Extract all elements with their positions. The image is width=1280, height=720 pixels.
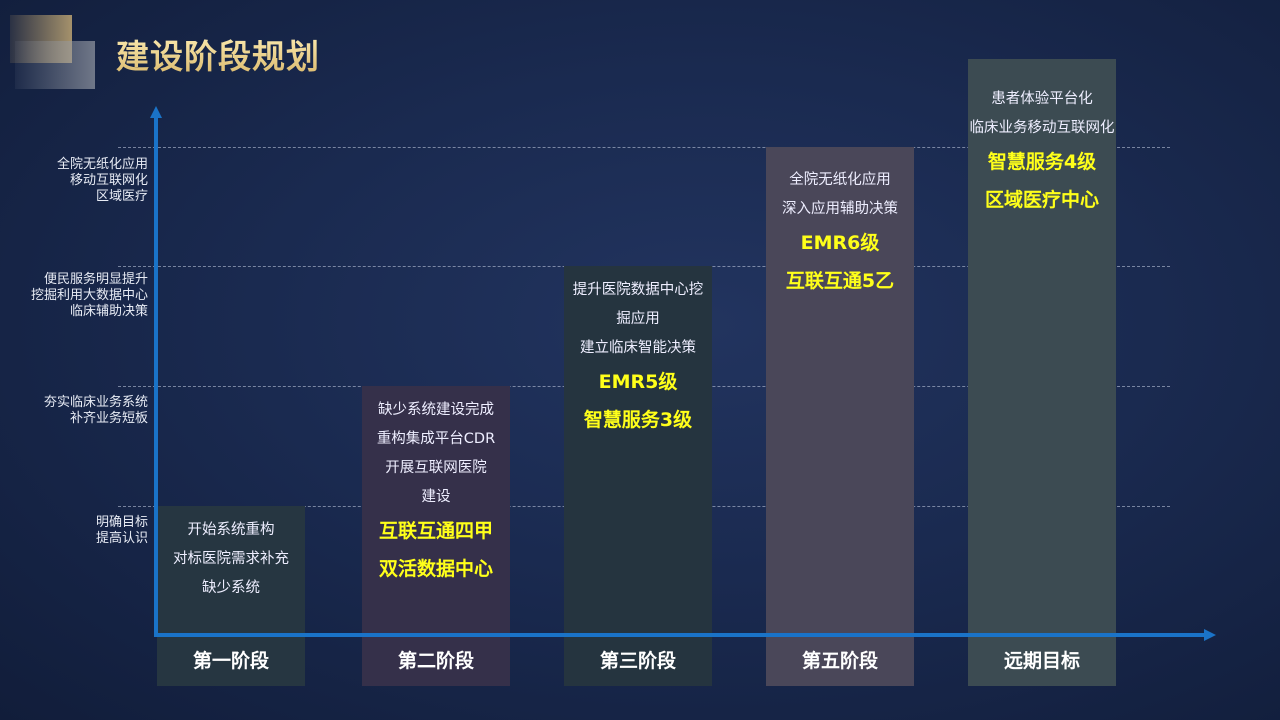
stage-content: 开始系统重构 对标医院需求补充 缺少系统 xyxy=(157,506,305,603)
stage-item: 对标医院需求补充 xyxy=(173,551,289,567)
stage-column: 全院无纸化应用 深入应用辅助决策 EMR6级互联互通5乙 第五阶段 xyxy=(766,147,914,686)
stage-column: 提升医院数据中心挖 掘应用建立临床智能决策 EMR5级智慧服务3级 第三阶段 xyxy=(564,266,712,686)
level-label-line: 明确目标 xyxy=(95,515,148,530)
stage-goal: EMR5级 xyxy=(598,371,678,393)
title-decoration xyxy=(15,41,95,89)
stage-content: 提升医院数据中心挖 掘应用建立临床智能决策 EMR5级智慧服务3级 xyxy=(564,266,712,439)
stage-label: 第五阶段 xyxy=(801,650,878,672)
stage-content: 全院无纸化应用 深入应用辅助决策 EMR6级互联互通5乙 xyxy=(766,147,914,300)
y-axis-arrow-icon xyxy=(150,106,162,118)
stage-goal: EMR6级 xyxy=(800,232,880,254)
stage-item: 掘应用 xyxy=(616,311,660,327)
level-label: 夯实临床业务系统 补齐业务短板 xyxy=(44,395,148,427)
level-label-line: 提高认识 xyxy=(95,531,148,546)
stage-item: 临床业务移动互联网化 xyxy=(969,120,1115,136)
stage-item: 缺少系统建设完成 xyxy=(378,402,494,418)
level-label: 全院无纸化应用 移动互联网化 区域医疗 xyxy=(57,157,148,205)
stage-item: 患者体验平台化 xyxy=(991,91,1093,107)
stage-item: 提升医院数据中心挖 xyxy=(572,282,704,298)
stage-item: 重构集成平台CDR xyxy=(376,431,496,447)
stage-goal: 互联互通5乙 xyxy=(785,270,895,292)
level-label-line: 便民服务明显提升 xyxy=(43,272,148,287)
stage-label: 第三阶段 xyxy=(599,650,676,672)
level-label: 明确目标 提高认识 xyxy=(96,515,148,547)
level-gridline xyxy=(118,147,1170,148)
stage-column: 患者体验平台化临床业务移动互联网化智慧服务4级 区域医疗中心 远期目标 xyxy=(968,59,1116,686)
stage-content: 缺少系统建设完成 重构集成平台CDR 开展互联网医院 建设互联互通四甲 双活数据中心 xyxy=(362,386,510,588)
stage-column: 缺少系统建设完成 重构集成平台CDR 开展互联网医院 建设互联互通四甲 双活数据中心 第二… xyxy=(362,386,510,686)
stage-goal: 互联互通四甲 xyxy=(378,520,493,542)
stage-item: 缺少系统 xyxy=(202,580,260,596)
stage-item: 开展互联网医院 xyxy=(385,460,487,476)
stage-content: 患者体验平台化临床业务移动互联网化智慧服务4级 区域医疗中心 xyxy=(968,59,1116,219)
stage-item: 深入应用辅助决策 xyxy=(782,201,898,217)
stage-label: 远期目标 xyxy=(1003,650,1080,672)
level-label: 便民服务明显提升 挖掘利用大数据中心 临床辅助决策 xyxy=(31,272,148,320)
stage-label: 第二阶段 xyxy=(397,650,474,672)
page-title: 建设阶段规划 xyxy=(116,30,320,78)
level-label-line: 夯实临床业务系统 xyxy=(43,395,148,410)
level-label-line: 移动互联网化 xyxy=(69,173,148,188)
stage-label: 第一阶段 xyxy=(192,650,269,672)
y-axis xyxy=(154,116,158,637)
level-label-line: 挖掘利用大数据中心 xyxy=(30,288,148,303)
level-label-line: 区域医疗 xyxy=(95,189,148,204)
stage-column: 开始系统重构 对标医院需求补充 缺少系统第一阶段 xyxy=(157,506,305,686)
stage-item: 开始系统重构 xyxy=(187,522,275,538)
stage-goal: 智慧服务4级 xyxy=(987,151,1097,173)
stage-item: 全院无纸化应用 xyxy=(789,172,891,188)
level-label-line: 补齐业务短板 xyxy=(69,411,148,426)
level-label-line: 临床辅助决策 xyxy=(69,304,148,319)
stage-goal: 双活数据中心 xyxy=(378,558,493,580)
x-axis xyxy=(154,633,1206,637)
x-axis-arrow-icon xyxy=(1204,629,1216,641)
stage-goal: 智慧服务3级 xyxy=(583,409,693,431)
stage-item: 建立临床智能决策 xyxy=(580,340,696,356)
stage-item: 建设 xyxy=(421,489,451,505)
level-label-line: 全院无纸化应用 xyxy=(56,157,148,172)
stage-goal: 区域医疗中心 xyxy=(984,189,1099,211)
